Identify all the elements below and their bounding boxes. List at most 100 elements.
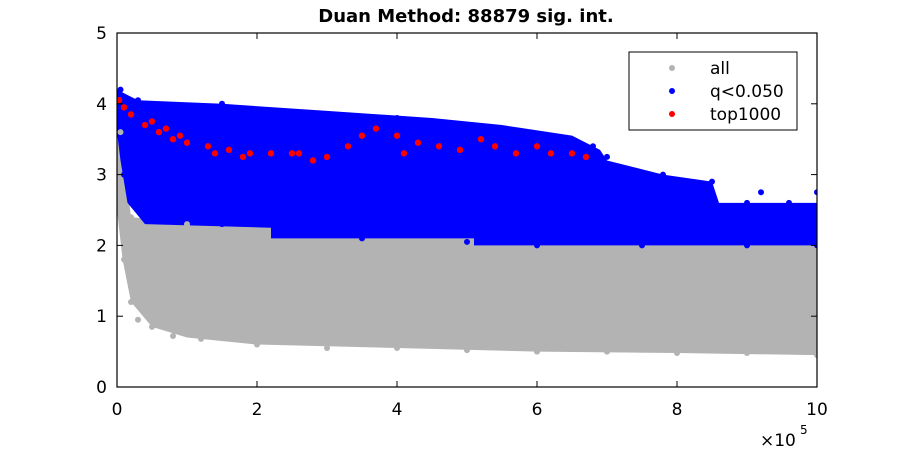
density-cloud-layer [117, 89, 817, 356]
point-all [128, 214, 134, 221]
point-all [604, 348, 610, 355]
point-top1000 [141, 121, 149, 129]
point-top1000 [533, 143, 541, 150]
legend-marker-q-0-050 [669, 88, 675, 94]
x-tick-label: 10 [806, 400, 828, 420]
point-q-0-050 [464, 238, 470, 245]
point-top1000 [344, 143, 352, 150]
point-top1000 [117, 97, 123, 104]
x-tick-label: 4 [392, 400, 403, 420]
point-top1000 [582, 153, 590, 161]
point-q-0-050 [121, 171, 127, 178]
point-top1000 [491, 143, 499, 150]
point-all [604, 245, 610, 252]
point-top1000 [148, 118, 156, 125]
point-all [814, 352, 817, 359]
point-all [499, 320, 505, 327]
point-all [639, 284, 645, 291]
point-all [135, 316, 141, 323]
point-top1000 [288, 150, 296, 157]
legend-marker-top1000 [669, 111, 675, 117]
point-top1000 [393, 132, 401, 139]
point-q-0-050 [639, 242, 645, 249]
point-q-0-050 [590, 143, 596, 150]
x-tick-label: 6 [532, 400, 543, 420]
point-top1000 [435, 143, 443, 150]
point-all [128, 299, 134, 306]
point-q-0-050 [117, 86, 124, 93]
point-q-0-050 [289, 231, 295, 238]
point-q-0-050 [758, 189, 764, 196]
point-all [814, 249, 817, 256]
point-top1000 [309, 157, 317, 164]
x-tick-label: 8 [672, 400, 683, 420]
point-all [254, 341, 260, 348]
point-q-0-050 [135, 97, 141, 104]
point-all [170, 333, 176, 340]
point-q-0-050 [184, 104, 190, 111]
point-top1000 [246, 150, 254, 157]
point-top1000 [127, 111, 135, 118]
legend-marker-all [669, 65, 675, 71]
point-q-0-050 [534, 242, 540, 249]
point-q-0-050 [604, 153, 610, 160]
plot-frame [116, 32, 818, 388]
point-top1000 [512, 150, 520, 157]
point-top1000 [295, 150, 303, 157]
point-all [219, 277, 225, 284]
legend-box [628, 51, 798, 131]
point-top1000 [120, 104, 128, 111]
y-tick-label: 1 [96, 307, 107, 327]
point-all [149, 323, 155, 330]
point-all [359, 299, 365, 306]
point-all [534, 348, 540, 355]
point-all [464, 347, 470, 354]
point-top1000 [323, 153, 331, 161]
y-tick-label: 2 [96, 236, 107, 256]
point-all [121, 256, 127, 263]
point-top1000 [204, 143, 212, 150]
chart-title: Duan Method: 88879 sig. int. [318, 6, 613, 27]
point-all [674, 350, 680, 357]
y-axis: 0 1 2 3 4 5 [96, 24, 817, 398]
point-q-0-050 [156, 214, 162, 221]
point-top1000 [239, 153, 247, 161]
point-all [779, 327, 785, 334]
point-all [184, 221, 190, 228]
point-all [117, 129, 124, 136]
point-top1000 [183, 139, 191, 146]
x-axis-multiplier: ×10 5 [760, 423, 808, 450]
x-axis: 0 2 4 6 8 10 [112, 33, 828, 420]
y-tick-label: 4 [96, 95, 107, 115]
x-multiplier-base: ×10 [760, 431, 796, 450]
point-top1000 [176, 132, 184, 139]
point-q-0-050 [814, 189, 817, 196]
y-tick-label: 0 [96, 378, 107, 398]
point-q-0-050 [709, 178, 715, 185]
x-multiplier-exponent: 5 [800, 423, 808, 437]
legend-label-all: all [710, 59, 730, 79]
point-top1000 [225, 146, 233, 154]
point-top1000 [162, 125, 170, 132]
point-q-0-050 [219, 221, 225, 228]
point-top1000 [400, 150, 408, 157]
point-top1000 [414, 139, 422, 146]
point-q-0-050 [660, 171, 666, 178]
y-tick-label: 3 [96, 166, 107, 186]
point-all [198, 335, 204, 342]
point-q-0-050 [268, 107, 274, 114]
legend-label-top1000: top1000 [710, 105, 781, 125]
point-all [394, 345, 400, 352]
point-all [324, 345, 330, 352]
point-q-0-050 [744, 242, 750, 249]
point-q-0-050 [674, 199, 680, 206]
point-top1000 [477, 136, 485, 143]
point-q-0-050 [394, 114, 400, 121]
point-q-0-050 [534, 132, 540, 139]
point-all [744, 350, 750, 357]
y-tick-label: 5 [96, 24, 107, 44]
x-tick-label: 2 [252, 400, 263, 420]
point-q-0-050 [744, 199, 750, 206]
point-q-0-050 [786, 199, 792, 206]
